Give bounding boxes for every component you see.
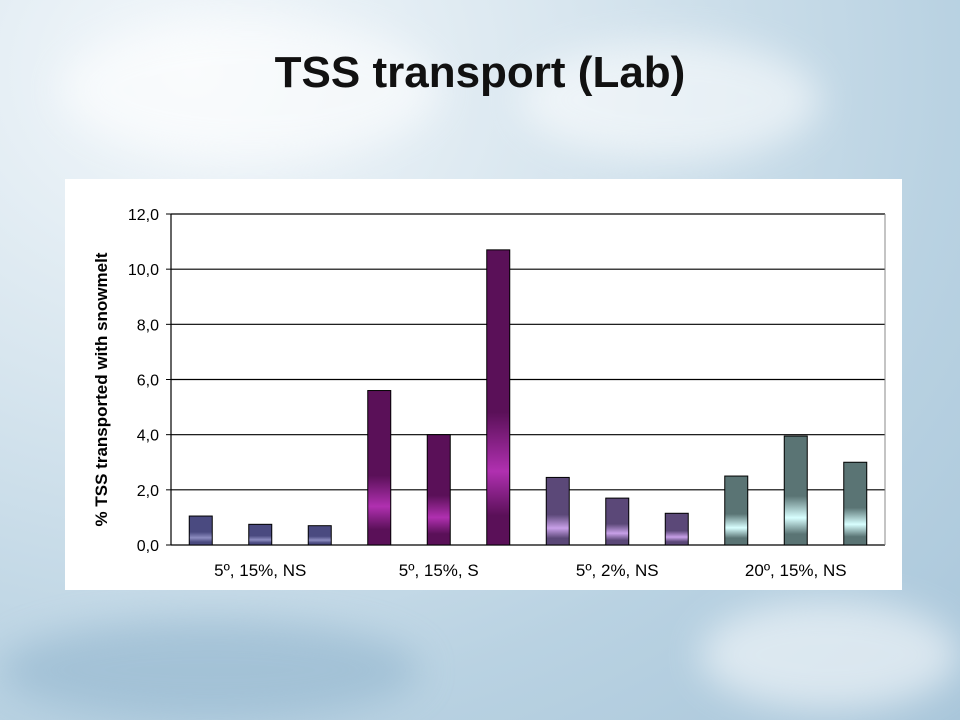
bar xyxy=(367,390,392,546)
x-category-label: 20º, 15%, NS xyxy=(745,561,847,580)
bar xyxy=(664,512,689,546)
bar xyxy=(545,476,570,546)
y-tick-label: 4,0 xyxy=(137,428,159,445)
bar xyxy=(843,461,868,546)
x-category-label: 5º, 15%, S xyxy=(399,561,479,580)
chart-panel: % TSS transported with snowmelt 0,0 2,0 4,… xyxy=(65,179,902,590)
y-tick-label: 6,0 xyxy=(137,373,159,390)
y-tick-label: 0,0 xyxy=(137,538,159,555)
bar xyxy=(188,515,213,546)
bar xyxy=(248,523,273,546)
y-tick-label: 12,0 xyxy=(128,207,159,224)
bar-chart: % TSS transported with snowmelt 0,0 2,0 4,… xyxy=(92,207,886,580)
bar xyxy=(486,249,511,546)
bar xyxy=(605,497,630,546)
snow-background-shadow xyxy=(0,620,420,720)
y-axis-title: % TSS transported with snowmelt xyxy=(92,252,111,526)
snow-background-highlight xyxy=(520,40,820,160)
bar xyxy=(783,435,808,546)
y-tick-label: 8,0 xyxy=(137,317,159,334)
bar xyxy=(426,434,451,546)
snow-background-highlight xyxy=(60,20,440,160)
x-category-label: 5º, 2%, NS xyxy=(576,561,659,580)
bar xyxy=(724,475,749,546)
bar xyxy=(307,525,332,546)
snow-background-highlight xyxy=(700,600,960,710)
x-category-label: 5º, 15%, NS xyxy=(214,561,306,580)
y-tick-label: 10,0 xyxy=(128,262,159,279)
y-tick-label: 2,0 xyxy=(137,483,159,500)
slide-title: TSS transport (Lab) xyxy=(274,48,686,97)
